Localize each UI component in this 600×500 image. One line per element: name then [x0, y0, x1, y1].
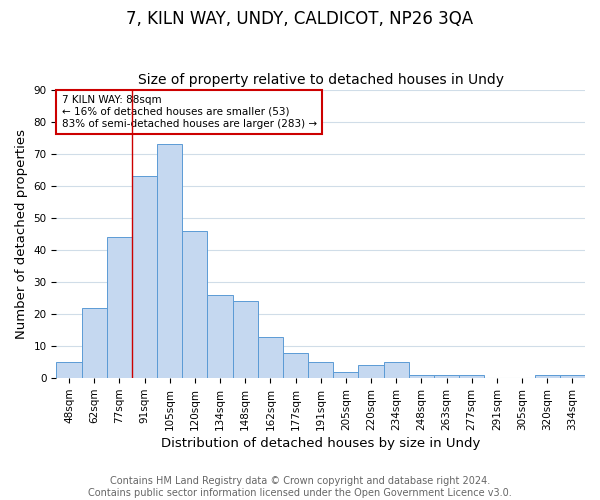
Bar: [233, 301, 258, 378]
Bar: [56, 362, 82, 378]
Bar: [459, 375, 484, 378]
Bar: [358, 366, 383, 378]
Bar: [82, 308, 107, 378]
Y-axis label: Number of detached properties: Number of detached properties: [15, 129, 28, 339]
Text: Contains HM Land Registry data © Crown copyright and database right 2024.
Contai: Contains HM Land Registry data © Crown c…: [88, 476, 512, 498]
Text: 7 KILN WAY: 88sqm
← 16% of detached houses are smaller (53)
83% of semi-detached: 7 KILN WAY: 88sqm ← 16% of detached hous…: [62, 96, 317, 128]
Text: 7, KILN WAY, UNDY, CALDICOT, NP26 3QA: 7, KILN WAY, UNDY, CALDICOT, NP26 3QA: [127, 10, 473, 28]
Bar: [409, 375, 434, 378]
Bar: [107, 237, 132, 378]
Bar: [208, 295, 233, 378]
Bar: [383, 362, 409, 378]
X-axis label: Distribution of detached houses by size in Undy: Distribution of detached houses by size …: [161, 437, 481, 450]
Bar: [258, 336, 283, 378]
Bar: [308, 362, 333, 378]
Bar: [132, 176, 157, 378]
Bar: [182, 230, 208, 378]
Bar: [434, 375, 459, 378]
Bar: [283, 352, 308, 378]
Bar: [157, 144, 182, 378]
Bar: [333, 372, 358, 378]
Title: Size of property relative to detached houses in Undy: Size of property relative to detached ho…: [138, 73, 504, 87]
Bar: [535, 375, 560, 378]
Bar: [560, 375, 585, 378]
